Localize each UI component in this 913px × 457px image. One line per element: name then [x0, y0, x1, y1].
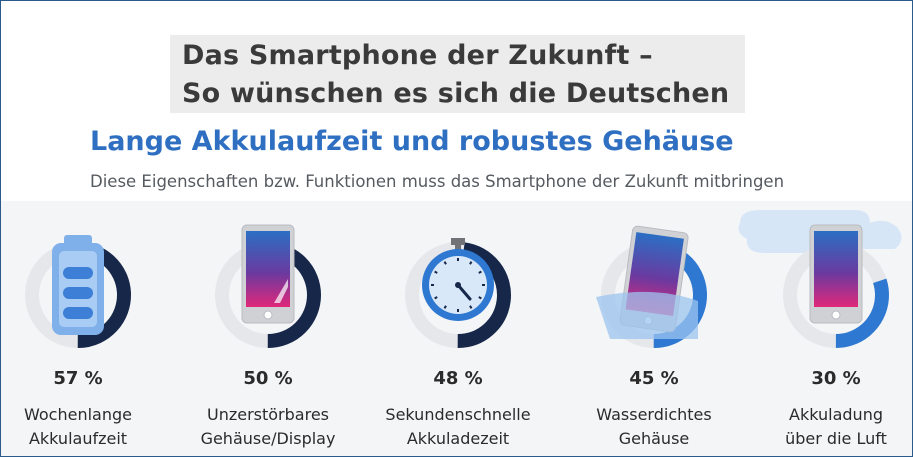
- category-label: Sekundenschnelle Akkuladezeit: [363, 403, 553, 451]
- category-label-line: Gehäuse: [618, 429, 690, 448]
- battery-icon: [52, 235, 104, 335]
- title-line-1: Das Smartphone der Zukunft –: [182, 40, 653, 71]
- category-label: Wasserdichtes Gehäuse: [559, 403, 749, 451]
- ring-chart: [25, 224, 889, 348]
- value-label: 45 %: [629, 368, 679, 389]
- category-label: Akkuladung über die Luft: [741, 403, 913, 451]
- category-label-line: Akkulaufzeit: [28, 429, 128, 448]
- ring-4: [596, 225, 707, 348]
- category-label-line: Akkuladezeit: [406, 429, 510, 448]
- title-background: [170, 35, 745, 113]
- category-label-line: über die Luft: [785, 429, 887, 448]
- category-label-line: Sekundenschnelle: [385, 405, 531, 424]
- category-label-line: Unzerstörbares: [206, 405, 329, 424]
- shatterproof-phone-icon: [241, 224, 295, 324]
- category-label-line: Gehäuse/Display: [200, 429, 336, 448]
- category-label: Wochenlange Akkulaufzeit: [0, 403, 173, 451]
- value-label: 48 %: [433, 368, 483, 389]
- ring-3: [405, 238, 511, 348]
- value-label: 30 %: [811, 368, 861, 389]
- title-line-2: So wünschen es sich die Deutschen: [182, 78, 730, 109]
- ring-value-arc: [783, 242, 889, 348]
- ring-5: [783, 224, 889, 348]
- description: Diese Eigenschaften bzw. Funktionen muss…: [90, 172, 785, 191]
- category-label-line: Wochenlange: [24, 405, 132, 424]
- category-label-line: Wasserdichtes: [596, 405, 712, 424]
- wireless-charging-phone-icon: [809, 224, 863, 324]
- category-label-line: Akkuladung: [789, 405, 883, 424]
- value-label: 57 %: [53, 368, 103, 389]
- value-label: 50 %: [243, 368, 293, 389]
- waterproof-phone-icon: [596, 225, 698, 339]
- subtitle: Lange Akkulaufzeit und robustes Gehäuse: [90, 126, 734, 157]
- ring-1: [25, 235, 131, 348]
- category-label: Unzerstörbares Gehäuse/Display: [173, 403, 363, 451]
- stopwatch-icon: [422, 238, 494, 321]
- ring-2: [215, 224, 321, 348]
